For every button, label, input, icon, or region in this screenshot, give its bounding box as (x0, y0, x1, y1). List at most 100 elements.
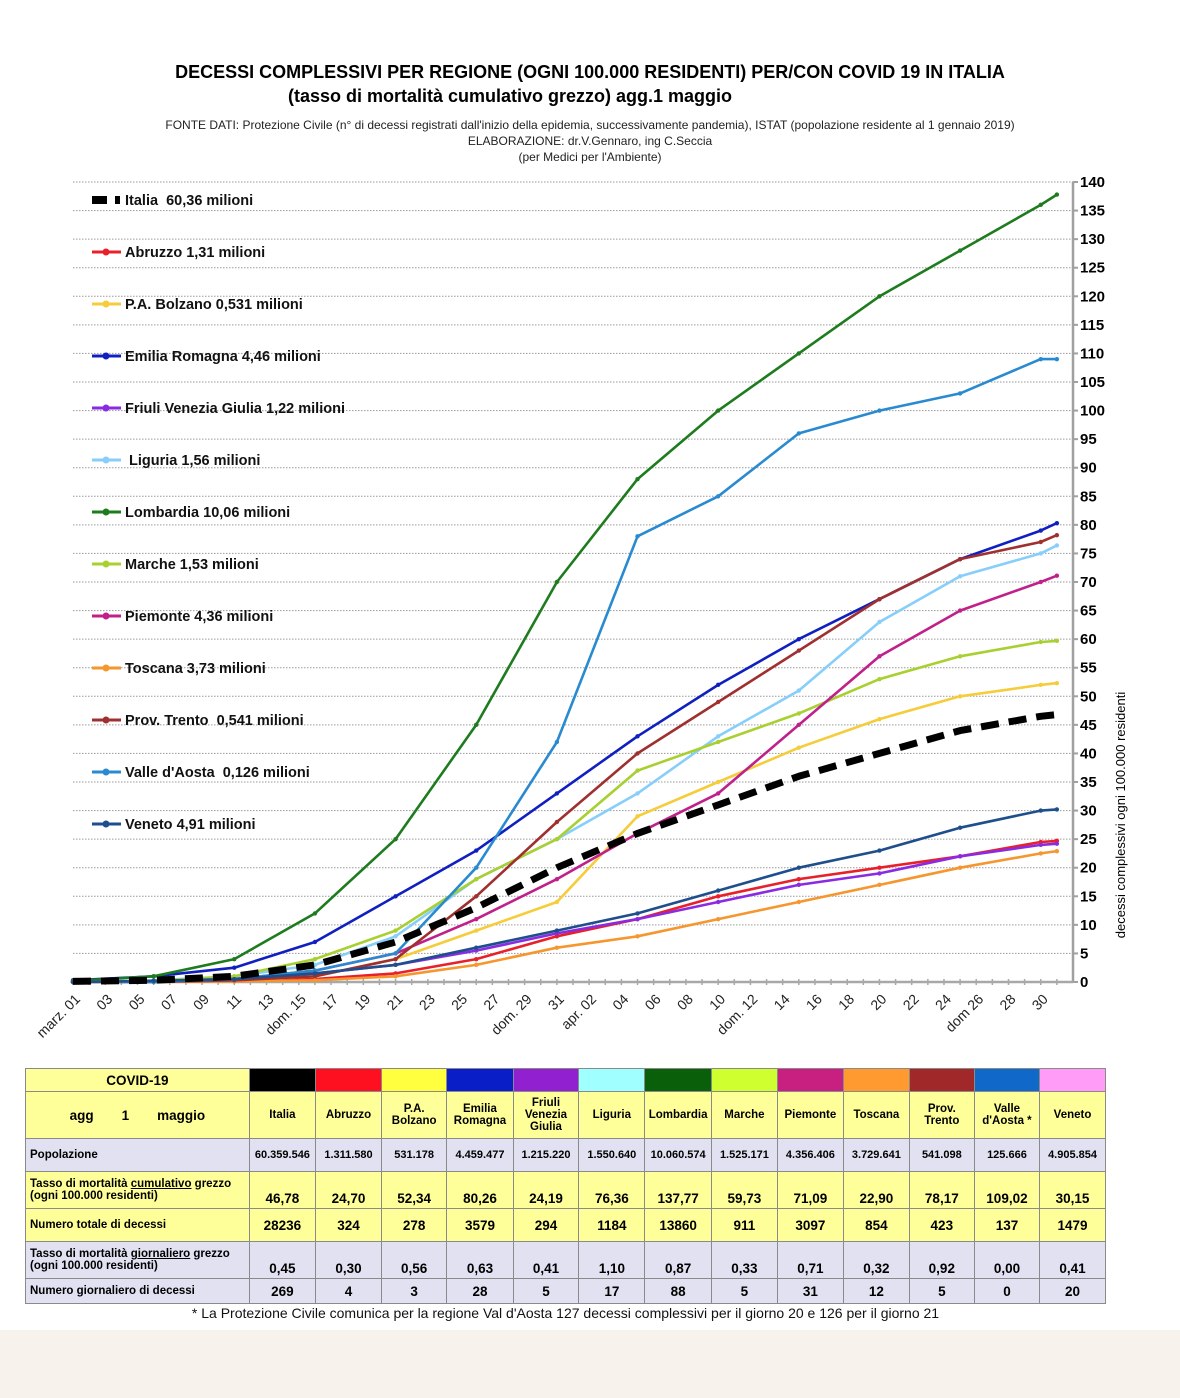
data-point (554, 899, 560, 905)
data-point (635, 768, 640, 773)
data-point (796, 431, 802, 436)
y-tick-label: 0 (1080, 974, 1088, 991)
legend-marker (102, 768, 110, 776)
table-row: Tasso di mortalità giornaliero grezzo (og… (25, 1241, 1106, 1279)
data-point (957, 248, 963, 253)
row-label: Tasso di mortalità giornaliero grezzo (og… (25, 1241, 250, 1279)
y-tick-label: 5 (1080, 945, 1088, 962)
data-point (796, 745, 802, 750)
table-cell: 3 (380, 1278, 448, 1304)
y-tick-label: 55 (1080, 660, 1097, 677)
data-point (393, 956, 398, 962)
data-point (877, 882, 882, 888)
y-tick-label: 140 (1080, 174, 1105, 191)
data-point (1038, 682, 1043, 688)
row-label-underlined: giornaliero (130, 1248, 191, 1260)
x-tick-label: 30 (1029, 991, 1051, 1013)
data-point (554, 945, 560, 950)
x-tick-label: 20 (867, 991, 889, 1013)
table-cell: 1.525.171 (710, 1138, 778, 1172)
column-header: Lombardia (644, 1091, 712, 1139)
table-cell: 10.060.574 (644, 1138, 712, 1172)
data-point (635, 911, 640, 916)
row-label: Tasso di mortalità cumulativo grezzo (ogn… (25, 1171, 250, 1209)
data-point (232, 965, 237, 970)
legend-item: Veneto 4,91 milioni (92, 817, 256, 833)
x-tick-label: 28 (996, 991, 1018, 1013)
y-tick-label: 20 (1080, 860, 1097, 877)
table-cell: 1,10 (578, 1241, 646, 1279)
table-cell: 20 (1039, 1278, 1106, 1304)
elaboration-line: ELABORAZIONE: dr.V.Gennaro, ing C.Seccia (467, 134, 713, 148)
region-color-swatch (908, 1068, 975, 1092)
data-point (957, 391, 963, 396)
table-cell: 59,73 (710, 1171, 778, 1209)
data-point (635, 814, 640, 819)
data-point (957, 574, 963, 579)
table-cell: 24,19 (512, 1171, 580, 1209)
table-cell: 88 (644, 1278, 712, 1304)
column-header: Italia (248, 1091, 317, 1139)
y-tick-label: 60 (1080, 631, 1097, 648)
x-tick-label: 25 (448, 991, 470, 1013)
region-color-swatch (512, 1068, 580, 1092)
y-tick-label: 100 (1080, 403, 1105, 420)
data-point (635, 751, 640, 756)
data-point (635, 916, 640, 922)
table-cell: 125.666 (973, 1138, 1041, 1172)
table-cell: 541.098 (908, 1138, 975, 1172)
column-header: Liguria (578, 1091, 646, 1139)
column-header: P.A. Bolzano (380, 1091, 448, 1139)
data-point (474, 945, 479, 950)
data-point (877, 716, 882, 722)
table-cell: 854 (842, 1208, 910, 1242)
y-tick-label: 40 (1080, 745, 1097, 762)
region-color-swatch (315, 1068, 382, 1092)
table-row: Numero totale di decessi 28236 324 278 3579 2… (25, 1208, 1106, 1242)
data-point (474, 916, 479, 922)
table-cell: 0,56 (380, 1241, 448, 1279)
data-point (635, 476, 640, 482)
table-cell: 0,87 (644, 1241, 712, 1279)
y-tick-label: 35 (1080, 774, 1097, 791)
y-tick-label: 110 (1080, 345, 1104, 362)
y-tick-label: 120 (1080, 288, 1105, 305)
y-tick-label: 115 (1080, 317, 1104, 334)
column-header: Abruzzo (315, 1091, 382, 1139)
table-cell: 5 (512, 1278, 580, 1304)
y-tick-label: 80 (1080, 517, 1097, 534)
table-cell: 531.178 (380, 1138, 448, 1172)
legend-label: Lombardia 10,06 milioni (125, 505, 290, 521)
table-cell: 1479 (1039, 1208, 1106, 1242)
y-tick-label: 125 (1080, 260, 1105, 277)
data-point (1054, 543, 1060, 548)
data-point (1054, 848, 1060, 854)
series-line-12 (72, 808, 1057, 984)
x-tick-label: 17 (319, 991, 341, 1013)
x-tick-label: 09 (190, 991, 212, 1013)
data-point (877, 654, 882, 659)
x-tick-label: 07 (158, 991, 180, 1013)
legend-marker (102, 508, 110, 516)
update-part: 1 (121, 1107, 130, 1123)
data-point (635, 934, 640, 939)
table-cell: 3579 (446, 1208, 514, 1242)
organization-line: (per Medici per l'Ambiente) (518, 150, 662, 164)
row-label: Popolazione (25, 1138, 250, 1172)
data-point (715, 888, 721, 893)
row-label-part: Tasso di mortalità (30, 1248, 131, 1260)
data-point (1038, 579, 1043, 585)
table-cell: 0,41 (512, 1241, 580, 1279)
data-point (796, 711, 802, 716)
row-label-underlined: cumulativo (130, 1178, 192, 1190)
x-tick-label: 19 (351, 991, 373, 1013)
data-point (1054, 680, 1060, 686)
data-point (474, 928, 479, 933)
data-point (151, 978, 156, 984)
data-point (1038, 551, 1043, 556)
data-point (796, 648, 802, 653)
row-label-part: (ogni 100.000 residenti) (30, 1190, 158, 1202)
table-cell: 0,41 (1039, 1241, 1106, 1279)
y-tick-label: 65 (1080, 603, 1097, 620)
y-tick-label: 10 (1080, 917, 1097, 934)
